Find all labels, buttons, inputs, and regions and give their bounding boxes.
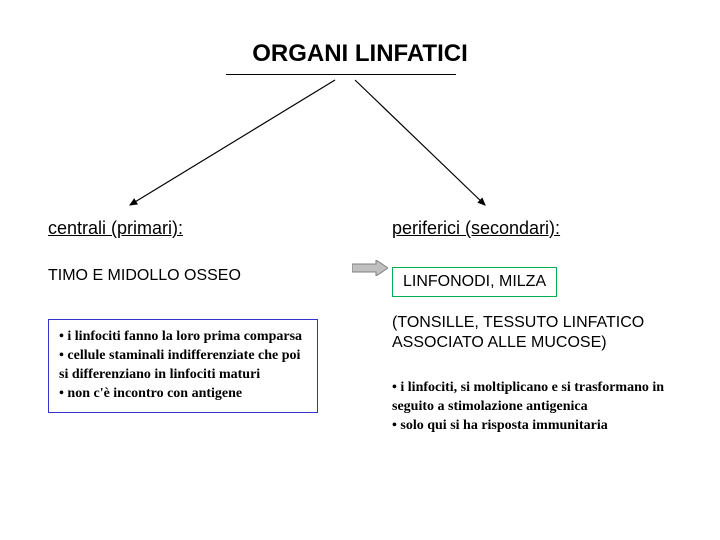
right-column: periferici (secondari): LINFONODI, MILZA… <box>392 218 692 436</box>
right-sub1: LINFONODI, MILZA <box>392 267 557 297</box>
right-sub2: (TONSILLE, TESSUTO LINFATICO ASSOCIATO A… <box>392 313 692 353</box>
left-column: centrali (primari): TIMO E MIDOLLO OSSEO… <box>48 218 358 413</box>
left-heading: centrali (primari): <box>48 218 358 239</box>
block-arrow-icon <box>352 260 388 276</box>
right-box: • i linfociti, si moltiplicano e si tras… <box>392 379 692 436</box>
right-heading: periferici (secondari): <box>392 218 692 239</box>
left-sub1: TIMO E MIDOLLO OSSEO <box>48 267 358 285</box>
left-box: • i linfociti fanno la loro prima compar… <box>48 319 318 413</box>
